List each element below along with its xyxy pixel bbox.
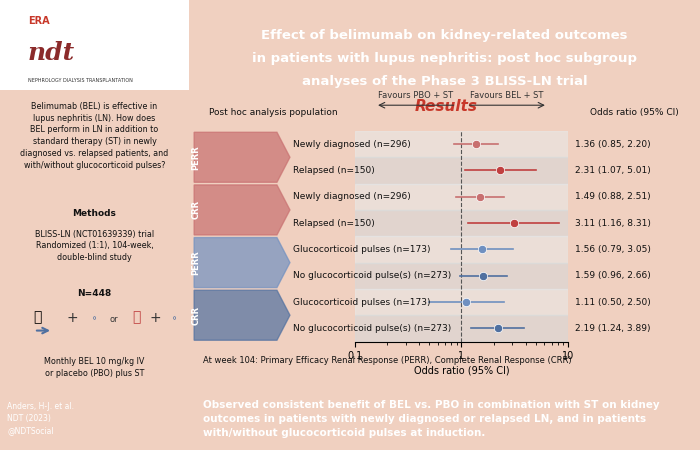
Text: ⚬: ⚬ [91,315,98,324]
Bar [355,236,568,262]
Text: No glucocorticoid pulse(s) (n=273): No glucocorticoid pulse(s) (n=273) [293,324,452,333]
Text: Newly diagnosed (n=296): Newly diagnosed (n=296) [293,140,411,148]
Text: analyses of the Phase 3 BLISS-LN trial: analyses of the Phase 3 BLISS-LN trial [302,75,587,87]
Text: Newly diagnosed (n=296): Newly diagnosed (n=296) [293,192,411,201]
Text: 1.11 (0.50, 2.50): 1.11 (0.50, 2.50) [575,297,650,306]
Polygon shape [194,238,290,288]
Polygon shape [194,185,290,235]
X-axis label: Odds ratio (95% CI): Odds ratio (95% CI) [414,365,510,375]
Text: BLISS-LN (NCT01639339) trial
Randomized (1:1), 104-week,
double-blind study: BLISS-LN (NCT01639339) trial Randomized … [35,230,154,262]
Text: Observed consistent benefit of BEL vs. PBO in combination with ST on kidney
outc: Observed consistent benefit of BEL vs. P… [203,400,659,437]
Text: 1.36 (0.85, 2.20): 1.36 (0.85, 2.20) [575,140,650,148]
Text: ndt: ndt [28,40,75,64]
Bar [355,131,568,157]
Text: 2.19 (1.24, 3.89): 2.19 (1.24, 3.89) [575,324,650,333]
Text: Methods: Methods [73,209,116,218]
Text: Results: Results [414,99,477,114]
Text: Odds ratio (95% CI): Odds ratio (95% CI) [589,108,678,117]
Text: 1.49 (0.88, 2.51): 1.49 (0.88, 2.51) [575,192,650,201]
Text: Effect of belimumab on kidney-related outcomes: Effect of belimumab on kidney-related ou… [261,30,628,42]
Bar [355,315,568,342]
Text: or: or [109,315,118,324]
Text: in patients with lupus nephritis: post hoc subgroup: in patients with lupus nephritis: post h… [252,52,637,65]
Text: ⚬: ⚬ [170,315,177,324]
Text: 2.31 (1.07, 5.01): 2.31 (1.07, 5.01) [575,166,650,175]
Text: 🧪: 🧪 [132,310,140,324]
Text: +: + [66,310,78,324]
Bar [355,262,568,289]
Text: PERR: PERR [191,250,200,275]
Bar [355,289,568,315]
Text: 1.59 (0.96, 2.66): 1.59 (0.96, 2.66) [575,271,650,280]
Text: Favours BEL + ST: Favours BEL + ST [470,91,544,100]
Text: Glucocorticoid pulses (n=173): Glucocorticoid pulses (n=173) [293,245,430,254]
Bar [355,184,568,210]
FancyBboxPatch shape [0,0,189,90]
Polygon shape [194,132,290,182]
Text: Belimumab (BEL) is effective in
lupus nephritis (LN). How does
BEL perform in LN: Belimumab (BEL) is effective in lupus ne… [20,102,169,170]
Text: CRR: CRR [191,200,200,220]
Text: PERR: PERR [191,145,200,170]
Text: Favours PBO + ST: Favours PBO + ST [378,91,454,100]
Text: 3.11 (1.16, 8.31): 3.11 (1.16, 8.31) [575,219,650,228]
Bar [355,210,568,236]
Text: At week 104: Primary Efficacy Renal Response (PERR), Complete Renal Response (CR: At week 104: Primary Efficacy Renal Resp… [203,356,571,365]
Text: Relapsed (n=150): Relapsed (n=150) [293,219,375,228]
Text: Glucocorticoid pulses (n=173): Glucocorticoid pulses (n=173) [293,297,430,306]
Text: Post hoc analysis population: Post hoc analysis population [209,108,338,117]
Text: CRR: CRR [191,306,200,325]
Text: Anders, H-J. et al.
NDT (2023)
@NDTSocial: Anders, H-J. et al. NDT (2023) @NDTSocia… [7,402,74,435]
Polygon shape [194,290,290,340]
Text: ERA: ERA [28,16,50,26]
Text: No glucocorticoid pulse(s) (n=273): No glucocorticoid pulse(s) (n=273) [293,271,452,280]
Bar [355,157,568,184]
Text: +: + [149,310,161,324]
Text: NEPHROLOGY DIALYSIS TRANSPLANTATION: NEPHROLOGY DIALYSIS TRANSPLANTATION [28,78,133,83]
Text: 1.56 (0.79, 3.05): 1.56 (0.79, 3.05) [575,245,650,254]
Text: Monthly BEL 10 mg/kg IV
or placebo (PBO) plus ST: Monthly BEL 10 mg/kg IV or placebo (PBO)… [44,357,145,378]
Text: 🧪: 🧪 [34,310,42,324]
Text: N=448: N=448 [78,289,111,298]
Text: Relapsed (n=150): Relapsed (n=150) [293,166,375,175]
